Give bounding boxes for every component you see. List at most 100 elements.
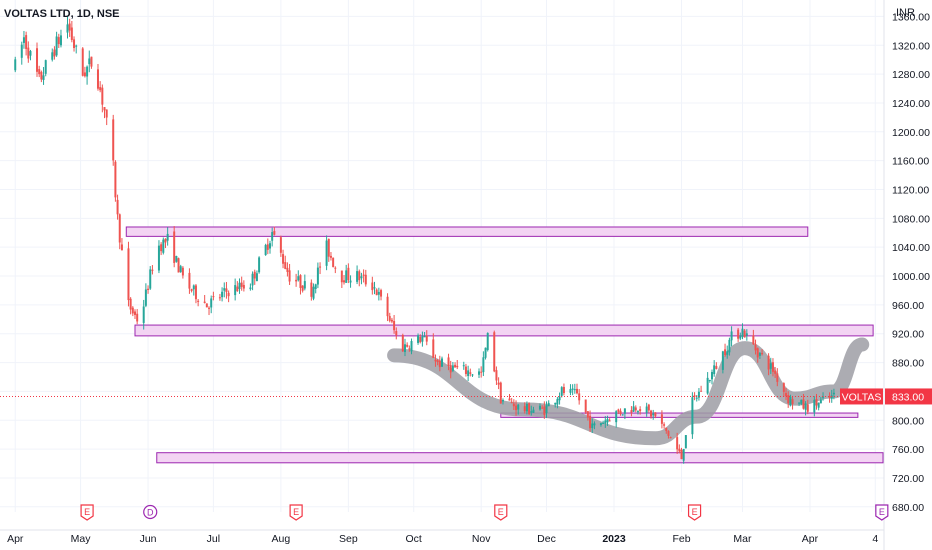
candle-body (787, 395, 790, 404)
time-axis[interactable]: Apr May Jun Jul Aug Sep Oct Nov Dec 2023 Feb Mar Apr… (0, 0, 885, 550)
zone-rect (125, 226, 809, 237)
candle-body (160, 244, 163, 252)
candle-body (99, 87, 102, 91)
candle-body (647, 404, 650, 411)
zone-rect (156, 452, 884, 464)
candle-body (421, 336, 424, 342)
price-tag-symbol-box (840, 388, 883, 405)
candle-body (120, 244, 123, 251)
candle-body (380, 290, 383, 297)
candle-body (586, 411, 589, 418)
y-tick-label: 1000.00 (892, 271, 930, 283)
candle-body (715, 366, 718, 369)
candle-body (386, 296, 389, 317)
candle-body (223, 288, 226, 291)
candle-body (663, 424, 666, 426)
candle-body (177, 258, 180, 273)
candle-body (14, 59, 17, 71)
marker-label: E (498, 507, 504, 517)
candle-body (528, 403, 531, 414)
candle-body (25, 35, 28, 49)
candle-body (532, 409, 535, 413)
y-tick-label: 1040.00 (892, 242, 930, 254)
candle-body (562, 386, 565, 394)
candle-body (83, 72, 86, 77)
candle-body (573, 389, 576, 391)
candle-body (103, 107, 106, 111)
y-tick-label: 880.00 (892, 358, 924, 370)
candle-body (36, 48, 39, 72)
candle-body (726, 351, 729, 355)
candle-body (42, 75, 45, 80)
candle-body (743, 330, 746, 338)
candle-body (325, 240, 328, 266)
y-tick-label: 680.00 (892, 502, 924, 514)
candle-body (377, 291, 380, 295)
candle-body (66, 24, 69, 33)
y-tick-label: 1200.00 (892, 127, 930, 139)
candle-body (388, 316, 391, 321)
y-tick-label: 1280.00 (892, 69, 930, 81)
candle-body (828, 396, 831, 398)
candle-body (258, 257, 261, 273)
candle-body (669, 437, 672, 439)
candle-body (730, 331, 733, 341)
marker-label: E (293, 507, 299, 517)
candle-body (81, 48, 84, 76)
candle-body (454, 364, 457, 368)
candle-body (617, 409, 620, 412)
candle-body (543, 406, 546, 415)
candle-body (205, 303, 208, 308)
earnings-marker (494, 504, 508, 521)
candle-body (441, 358, 443, 367)
candle-body (697, 391, 700, 398)
candle-body (830, 395, 833, 399)
candle-body (785, 393, 788, 397)
y-tick-label: 1160.00 (892, 156, 929, 168)
candle-body (761, 353, 764, 355)
candle-body (602, 422, 605, 424)
marker-label: E (84, 507, 90, 517)
y-tick-label: 800.00 (892, 415, 924, 427)
candle-body (101, 87, 104, 105)
candle-body (419, 336, 422, 343)
candle-body (767, 355, 770, 370)
candle-body (403, 344, 406, 353)
candle-body (44, 60, 47, 74)
candle-body (114, 161, 117, 198)
candle-body (316, 267, 319, 285)
candle-body (556, 399, 559, 405)
candle-body (347, 267, 350, 281)
candle-body (710, 371, 713, 380)
candle-body (144, 289, 147, 306)
candle-body (266, 244, 269, 250)
candle-body (425, 335, 428, 342)
price-axis[interactable]: INR 680.00720.00760.00800.00840.00880.00… (892, 7, 930, 514)
candle-body (271, 232, 274, 241)
candle-body (297, 276, 300, 281)
candle-body (538, 405, 541, 410)
candle-body (284, 262, 287, 269)
candle-body (599, 423, 602, 426)
candle-body (678, 448, 681, 452)
candle-body (654, 412, 657, 417)
candle-body (499, 382, 502, 404)
candle-body (203, 301, 206, 303)
y-tick-label: 920.00 (892, 329, 924, 341)
earnings-marker (289, 504, 303, 521)
candle-body (329, 255, 332, 258)
candle-body (554, 402, 557, 405)
candle-body (68, 23, 71, 31)
y-tick-label: 1320.00 (892, 40, 930, 52)
candle-body (22, 37, 25, 43)
x-tick-label: Dec (537, 533, 556, 545)
candle-body (27, 47, 30, 59)
candle-body (754, 344, 757, 351)
candle-body (789, 397, 792, 406)
candle-body (194, 285, 197, 300)
candle-body (667, 431, 670, 436)
candle-body (147, 288, 150, 291)
candle-body (88, 58, 91, 65)
y-tick-label: 1360.00 (892, 11, 930, 23)
